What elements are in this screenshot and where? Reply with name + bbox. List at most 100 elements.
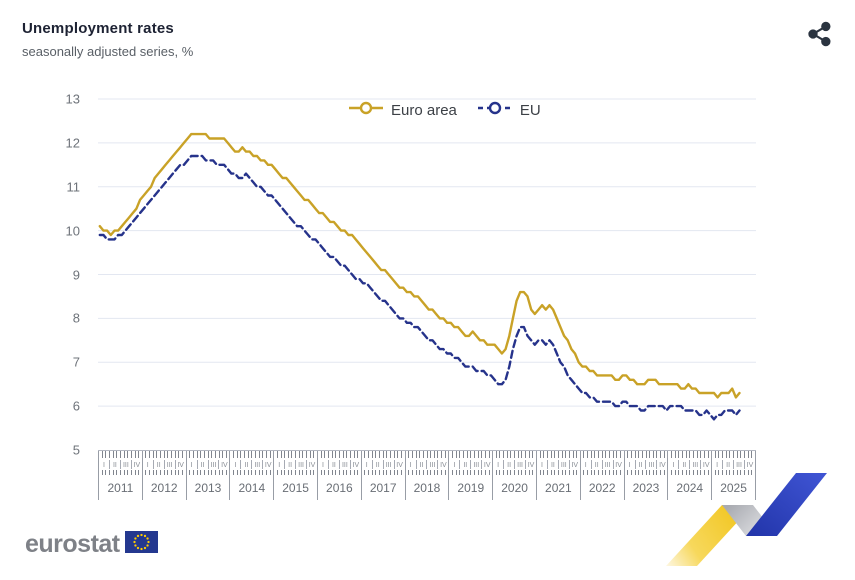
month-tick	[329, 470, 333, 475]
month-tick	[263, 470, 267, 475]
month-tick	[442, 470, 446, 475]
month-tick	[409, 451, 413, 458]
month-tick	[252, 470, 256, 475]
quarter-label: I	[449, 459, 461, 469]
month-tick	[325, 470, 329, 475]
month-tick	[701, 470, 705, 475]
month-tick	[749, 451, 753, 458]
legend-item-euro-area[interactable]: Euro area	[348, 100, 457, 121]
month-tick	[117, 470, 121, 475]
y-axis-tick-label: 13	[65, 91, 80, 107]
month-tick	[220, 470, 224, 475]
month-tick	[541, 451, 545, 458]
month-tick	[716, 470, 720, 475]
month-tick	[201, 451, 205, 458]
month-tick	[625, 470, 629, 475]
month-tick	[409, 470, 413, 475]
month-tick	[647, 470, 651, 475]
page-title: Unemployment rates	[22, 20, 174, 37]
quarter-label: IV	[396, 461, 403, 469]
eurostat-logo[interactable]: eurostat	[25, 531, 158, 558]
month-tick	[216, 470, 220, 475]
month-tick	[701, 451, 705, 458]
month-tick	[449, 451, 454, 458]
month-tick	[194, 470, 198, 475]
month-tick	[628, 451, 632, 458]
month-tick	[687, 451, 691, 458]
month-tick	[727, 451, 731, 458]
year-label: 2025	[720, 481, 747, 495]
month-tick	[161, 451, 165, 458]
month-tick	[508, 451, 512, 458]
month-tick	[741, 451, 746, 458]
month-tick	[599, 470, 603, 475]
month-tick	[632, 451, 636, 458]
month-tick	[303, 451, 308, 458]
quarter-label: I	[318, 459, 329, 469]
year-cell: I II III IV 2025	[711, 451, 756, 500]
month-tick	[745, 470, 749, 475]
month-tick	[121, 451, 125, 458]
month-tick	[694, 470, 698, 475]
month-tick	[398, 470, 402, 475]
month-tick	[435, 451, 439, 458]
month-tick	[541, 470, 545, 475]
month-tick	[643, 451, 647, 458]
year-label: 2011	[107, 481, 134, 495]
month-tick	[136, 451, 140, 458]
quarter-label: II	[460, 459, 472, 469]
share-button[interactable]	[804, 18, 836, 50]
legend-label: Euro area	[391, 102, 457, 119]
month-tick	[106, 470, 110, 475]
month-tick	[435, 470, 439, 475]
legend-item-eu[interactable]: EU	[477, 100, 541, 121]
month-tick	[311, 451, 315, 458]
month-tick	[212, 470, 216, 475]
month-tick	[267, 470, 271, 475]
month-tick	[406, 470, 410, 475]
month-tick	[698, 451, 702, 458]
quarter-label: II	[592, 459, 603, 469]
share-icon	[806, 21, 834, 51]
month-tick	[548, 451, 552, 458]
quarter-label: I	[187, 459, 198, 469]
month-tick	[508, 470, 512, 475]
month-tick	[387, 451, 392, 458]
year-label: 2019	[457, 481, 485, 495]
quarter-label: II	[198, 459, 209, 469]
y-axis-tick-label: 9	[72, 267, 80, 282]
month-tick	[274, 451, 278, 458]
month-tick	[603, 470, 607, 475]
month-tick	[563, 451, 567, 458]
month-tick	[610, 470, 614, 475]
quarter-label: IV	[746, 461, 754, 469]
year-label: 2023	[632, 481, 660, 495]
month-tick	[668, 451, 673, 458]
month-tick	[420, 470, 424, 475]
month-tick	[559, 451, 563, 458]
month-tick	[515, 451, 519, 458]
month-tick	[526, 451, 530, 458]
month-tick	[555, 451, 559, 458]
quarter-label: IV	[133, 461, 141, 469]
month-tick	[103, 470, 107, 475]
month-tick	[241, 470, 246, 475]
month-tick	[351, 470, 355, 475]
month-tick	[380, 470, 384, 475]
month-tick	[511, 470, 516, 475]
month-tick	[588, 451, 592, 458]
y-axis-tick-label: 11	[66, 179, 81, 195]
month-tick	[460, 470, 464, 475]
month-tick	[212, 451, 216, 458]
quarter-label: IV	[440, 461, 447, 469]
month-tick	[216, 451, 220, 458]
month-tick	[362, 451, 366, 458]
quarter-label: I	[625, 459, 636, 469]
month-tick	[198, 451, 202, 458]
month-tick	[643, 470, 647, 475]
month-tick	[636, 451, 640, 458]
month-tick	[519, 470, 523, 475]
month-tick	[395, 470, 399, 475]
month-tick	[442, 451, 446, 458]
month-tick	[143, 451, 147, 458]
